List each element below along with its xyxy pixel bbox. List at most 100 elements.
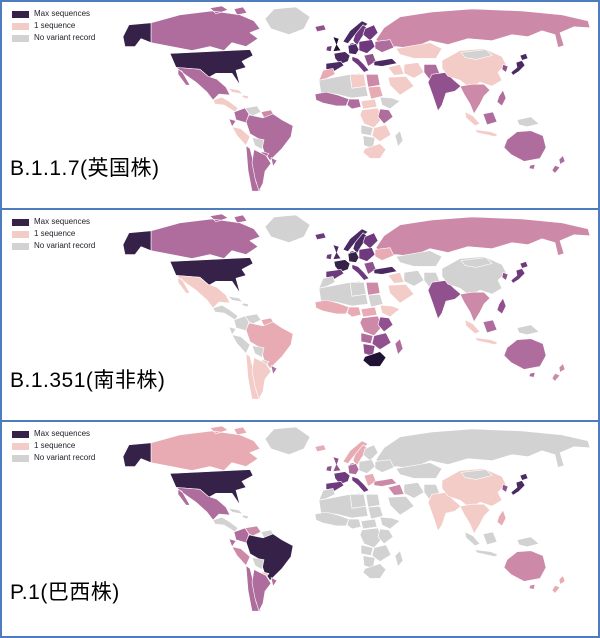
- country-kenya: [377, 528, 394, 545]
- country-centralamerica: [212, 304, 239, 321]
- country-canada: [150, 5, 261, 51]
- country-sumatra: [464, 111, 481, 127]
- legend-label-no-record: No variant record: [34, 241, 96, 250]
- country-germany: [347, 251, 360, 263]
- legend-label-one-sequence: 1 sequence: [34, 229, 76, 238]
- country-finland: [362, 232, 379, 249]
- country-southafrica: [362, 351, 387, 367]
- legend-swatch-one-sequence: [12, 22, 29, 30]
- legend-row-max: Max sequences: [12, 430, 95, 438]
- country-ukraine: [374, 39, 395, 53]
- country-finland: [362, 24, 379, 41]
- country-centralafrica: [360, 98, 378, 110]
- legend-swatch-max: [12, 430, 29, 438]
- country-philippines: [496, 297, 507, 315]
- country-alaska: [122, 230, 152, 255]
- country-kenya: [377, 108, 394, 125]
- country-argentina: [251, 569, 272, 612]
- country-sumatra: [464, 531, 481, 547]
- country-newguinea: [516, 536, 540, 548]
- legend-b117: Max sequences 1 sequence No variant reco…: [12, 10, 95, 46]
- country-iceland: [314, 232, 327, 241]
- country-angola: [360, 124, 374, 136]
- country-mexico: [175, 67, 231, 101]
- country-centralafrica: [360, 518, 378, 530]
- legend-swatch-no-record: [12, 242, 29, 250]
- world-map-p1: [112, 424, 596, 624]
- country-australia: [503, 550, 547, 590]
- legend-label-one-sequence: 1 sequence: [34, 21, 76, 30]
- country-ukraine: [374, 247, 395, 261]
- country-sweden: [352, 24, 369, 46]
- country-france: [333, 471, 351, 485]
- country-argentina: [251, 149, 272, 192]
- country-westafrica: [314, 511, 350, 527]
- country-kazakhstan: [395, 462, 443, 479]
- country-uruguay: [270, 157, 278, 167]
- country-westafrica: [314, 91, 350, 107]
- country-egypt: [365, 282, 381, 296]
- country-southafrica: [362, 563, 387, 579]
- country-cuba: [227, 507, 250, 520]
- country-saudi: [387, 283, 415, 304]
- country-java: [474, 129, 499, 137]
- country-kenya: [377, 316, 394, 333]
- country-newguinea: [516, 324, 540, 336]
- country-newzealand: [551, 363, 566, 382]
- panel-title-b1351: B.1.351(南非株): [10, 369, 166, 392]
- country-sweden: [352, 232, 369, 254]
- country-southafrica: [362, 143, 387, 159]
- country-sudan: [367, 85, 384, 100]
- country-libya: [349, 494, 367, 509]
- country-ireland: [325, 465, 333, 472]
- country-mexico: [175, 487, 231, 521]
- legend-row-one-sequence: 1 sequence: [12, 442, 95, 450]
- country-mongolia: [460, 469, 493, 480]
- country-japan: [510, 473, 529, 496]
- country-mideast: [387, 272, 405, 284]
- legend-row-no-record: No variant record: [12, 34, 95, 42]
- legend-p1: Max sequences 1 sequence No variant reco…: [12, 430, 95, 466]
- country-peru: [231, 546, 251, 566]
- country-egypt: [365, 494, 381, 508]
- country-morocco: [318, 488, 336, 501]
- country-russia: [375, 216, 591, 257]
- country-sudan: [367, 293, 384, 308]
- country-venezuela: [244, 105, 262, 117]
- country-japan: [510, 53, 529, 76]
- country-seasia: [459, 291, 491, 323]
- country-russia: [375, 428, 591, 469]
- legend-label-max: Max sequences: [34, 429, 91, 438]
- country-ethiopia: [379, 516, 401, 530]
- country-korea: [501, 484, 509, 493]
- country-cuba: [227, 87, 250, 100]
- country-turkey: [373, 58, 398, 67]
- country-uk: [332, 244, 342, 260]
- country-iceland: [314, 444, 327, 453]
- country-libya: [349, 74, 367, 89]
- country-australia: [503, 338, 547, 378]
- legend-row-one-sequence: 1 sequence: [12, 22, 95, 30]
- country-mexico: [175, 275, 231, 309]
- country-nigeria: [346, 518, 362, 530]
- country-korea: [501, 272, 509, 281]
- legend-label-no-record: No variant record: [34, 33, 96, 42]
- legend-row-no-record: No variant record: [12, 242, 95, 250]
- country-ethiopia: [379, 304, 401, 318]
- country-iran: [403, 482, 425, 499]
- country-zambezi: [371, 544, 392, 562]
- legend-swatch-one-sequence: [12, 230, 29, 238]
- country-brazil: [245, 113, 294, 161]
- panel-p1: Max sequences 1 sequence No variant reco…: [2, 422, 598, 632]
- country-newguinea: [516, 116, 540, 128]
- country-japan: [510, 261, 529, 284]
- country-alaska: [122, 442, 152, 467]
- legend-swatch-max: [12, 10, 29, 18]
- country-ecuador: [228, 118, 237, 128]
- country-zambezi: [371, 124, 392, 142]
- country-ecuador: [228, 326, 237, 336]
- country-newzealand: [551, 575, 566, 594]
- country-zambezi: [371, 332, 392, 350]
- country-argentina: [251, 357, 272, 400]
